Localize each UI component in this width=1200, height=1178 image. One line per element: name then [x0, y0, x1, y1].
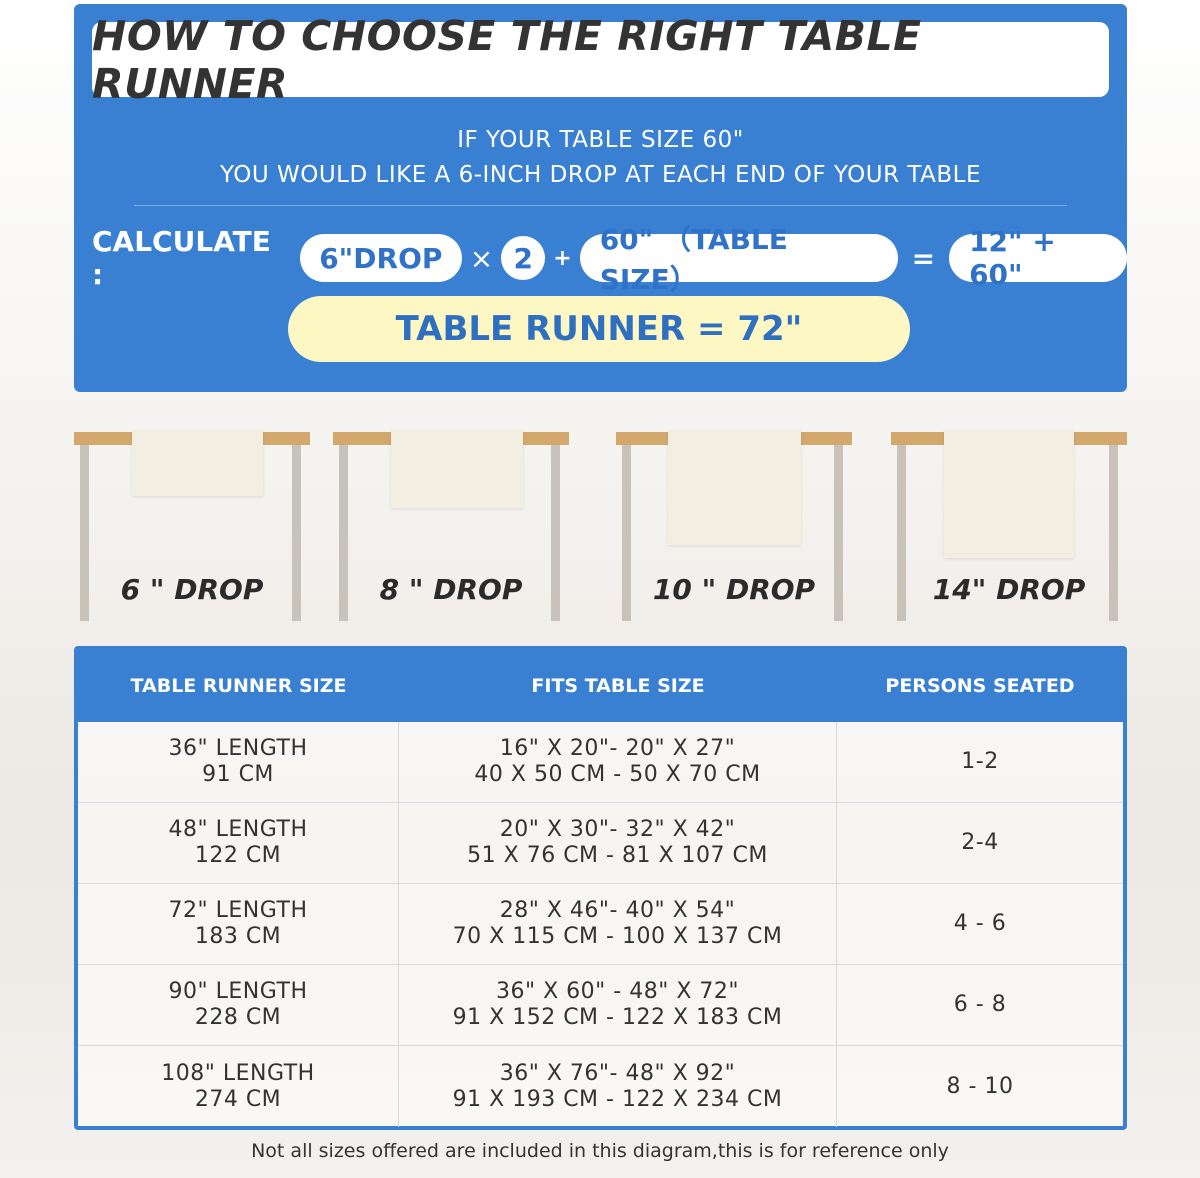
table-leg	[622, 445, 631, 621]
fits-table-cell: 36" X 60" - 48" X 72" 91 X 152 CM - 122 X…	[399, 965, 837, 1045]
runner-size-cell: 36" LENGTH 91 CM	[78, 722, 399, 802]
persons-value: 8 - 10	[946, 1073, 1014, 1099]
table-header: TABLE RUNNER SIZE FITS TABLE SIZE PERSON…	[78, 650, 1123, 722]
runner	[132, 430, 263, 496]
fit-inches: 36" X 60" - 48" X 72"	[496, 979, 739, 1004]
calculate-label: CALCULATE :	[92, 225, 271, 291]
persons-cell: 6 - 8	[837, 965, 1123, 1045]
length-inches: 48" LENGTH	[168, 817, 308, 842]
fits-table-cell: 36" X 76"- 48" X 92" 91 X 193 CM - 122 X …	[399, 1046, 837, 1127]
persons-cell: 4 - 6	[837, 884, 1123, 964]
length-inches: 36" LENGTH	[168, 736, 308, 761]
table-row: 108" LENGTH 274 CM 36" X 76"- 48" X 92" 91…	[78, 1046, 1123, 1127]
fits-table-cell: 16" X 20"- 20" X 27" 40 X 50 CM - 50 X 70…	[399, 722, 837, 802]
drop-label: 6 " DROP	[120, 573, 264, 606]
fit-cm: 51 X 76 CM - 81 X 107 CM	[467, 843, 768, 868]
table-row: 90" LENGTH 228 CM 36" X 60" - 48" X 72" 91…	[78, 965, 1123, 1046]
calculation-row: CALCULATE : 6"DROP × 2 + 60" （TABLE SIZE…	[92, 223, 1128, 296]
length-cm: 274 CM	[194, 1086, 282, 1112]
table-leg	[1109, 445, 1118, 621]
length-inches: 72" LENGTH	[168, 898, 308, 923]
sum-pill: 12" + 60"	[949, 225, 1128, 291]
times-sign: ×	[469, 241, 494, 275]
persons-value: 4 - 6	[953, 911, 1007, 936]
fit-inches: 20" X 30"- 32" X 42"	[499, 817, 736, 842]
persons-cell: 8 - 10	[837, 1046, 1123, 1127]
divider	[134, 205, 1067, 206]
table-leg	[339, 445, 348, 621]
table-leg	[551, 445, 560, 621]
table-leg	[897, 445, 906, 621]
fits-table-cell: 28" X 46"- 40" X 54" 70 X 115 CM - 100 X …	[399, 884, 837, 964]
example-line-2: YOU WOULD LIKE A 6-INCH DROP AT EACH END…	[219, 162, 982, 188]
table-row: 48" LENGTH 122 CM 20" X 30"- 32" X 42" 51 …	[78, 803, 1123, 884]
length-cm: 228 CM	[194, 1005, 282, 1030]
drop-illustration: 14" DROP	[891, 430, 1127, 622]
persons-value: 2-4	[961, 830, 999, 855]
drop-illustration: 6 " DROP	[74, 430, 310, 622]
plus-sign: +	[553, 245, 572, 271]
length-inches: 90" LENGTH	[168, 979, 308, 1004]
fit-cm: 91 X 152 CM - 122 X 183 CM	[452, 1005, 783, 1030]
persons-cell: 1-2	[837, 722, 1123, 802]
drop-illustration: 8 " DROP	[333, 430, 569, 622]
table-row: 72" LENGTH 183 CM 28" X 46"- 40" X 54" 70 …	[78, 884, 1123, 965]
page-title: HOW TO CHOOSE THE RIGHT TABLE RUNNER	[92, 12, 1109, 108]
calculation-panel: HOW TO CHOOSE THE RIGHT TABLE RUNNER IF …	[74, 4, 1128, 392]
runner	[391, 430, 523, 508]
fit-cm: 40 X 50 CM - 50 X 70 CM	[474, 762, 761, 787]
header-persons: PERSONS SEATED	[885, 675, 1075, 697]
persons-value: 6 - 8	[953, 992, 1007, 1017]
table-leg	[834, 445, 843, 621]
fits-table-cell: 20" X 30"- 32" X 42" 51 X 76 CM - 81 X 10…	[399, 803, 837, 883]
runner	[944, 430, 1074, 558]
length-cm: 91 CM	[202, 762, 274, 787]
table-leg	[80, 445, 89, 621]
runner-size-cell: 108" LENGTH 274 CM	[78, 1046, 399, 1127]
drop-label: 14" DROP	[932, 573, 1086, 606]
table-size-pill: 60" （TABLE SIZE）	[579, 223, 898, 296]
runner-size-cell: 90" LENGTH 228 CM	[78, 965, 399, 1045]
example-line-1: IF YOUR TABLE SIZE 60"	[457, 127, 744, 153]
table-row: 36" LENGTH 91 CM 16" X 20"- 20" X 27" 40 X…	[78, 722, 1123, 803]
header-fits-table: FITS TABLE SIZE	[531, 675, 705, 697]
drop-pill: 6"DROP	[299, 234, 462, 282]
runner-size-cell: 72" LENGTH 183 CM	[78, 884, 399, 964]
header-runner-size: TABLE RUNNER SIZE	[130, 675, 347, 697]
fit-cm: 91 X 193 CM - 122 X 234 CM	[452, 1086, 783, 1112]
length-cm: 183 CM	[194, 924, 282, 949]
length-inches: 108" LENGTH	[161, 1060, 315, 1086]
persons-value: 1-2	[961, 749, 999, 774]
size-table: TABLE RUNNER SIZE FITS TABLE SIZE PERSON…	[74, 646, 1127, 1130]
length-cm: 122 CM	[194, 843, 282, 868]
drop-illustration: 10 " DROP	[616, 430, 852, 622]
runner-size-cell: 48" LENGTH 122 CM	[78, 803, 399, 883]
multiplier-pill: 2	[501, 236, 546, 280]
equals-sign: =	[911, 241, 936, 275]
table-leg	[292, 445, 301, 621]
fit-inches: 28" X 46"- 40" X 54"	[499, 898, 736, 923]
persons-cell: 2-4	[837, 803, 1123, 883]
drop-label: 10 " DROP	[652, 573, 816, 606]
fit-inches: 16" X 20"- 20" X 27"	[499, 736, 736, 761]
fit-cm: 70 X 115 CM - 100 X 137 CM	[452, 924, 783, 949]
drop-label: 8 " DROP	[379, 573, 523, 606]
result-pill: TABLE RUNNER = 72"	[288, 296, 910, 362]
fit-inches: 36" X 76"- 48" X 92"	[499, 1060, 736, 1086]
runner	[668, 430, 801, 545]
footnote: Not all sizes offered are included in th…	[251, 1140, 949, 1162]
